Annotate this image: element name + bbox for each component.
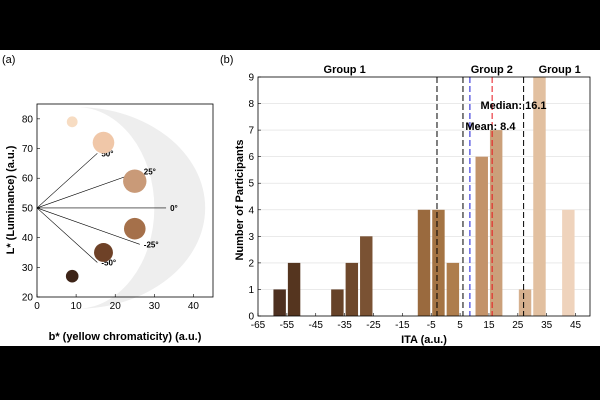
panel-a-y-label: L* (Luminance) (a.u.) [5,145,17,254]
group-labels: Group 1 Group 2 Group 1 [324,64,581,76]
panel-a: (a) 50° 25° 0° -25° -50° 0 10 20 30 40 20 30 40 50 60… [2,54,214,343]
skin-tone-point-0 [66,116,78,128]
angle-label-2: 0° [170,204,178,213]
angle-label-1: 25° [144,168,156,177]
panel-b-y-tick-4: 4 [248,205,254,216]
panel-b-y-tick-9: 9 [248,73,254,84]
panel-b-x-tick-11: 45 [570,320,582,331]
panel-b-label: (b) [220,54,233,66]
histogram-bar-1 [287,262,301,316]
skin-tone-point-5 [65,269,79,283]
panel-a-x-tick-1: 10 [71,301,83,312]
group-label-2: Group 1 [539,64,581,76]
histogram-bar-9 [489,130,503,316]
panel-a-y-tick-0: 20 [22,293,34,304]
skin-tone-points [65,116,147,283]
angle-line-4 [36,207,98,263]
histogram-bar-8 [475,156,488,316]
histogram-bar-2 [331,289,344,316]
panel-b-x-tick-4: -25 [366,320,381,331]
group-dividers [436,77,525,316]
panel-a-axes-box [36,103,214,298]
panel-b: (b) Median: 16.1 Mean: 8.4 Group 1 Group … [220,54,591,346]
histogram-bar-0 [273,289,286,316]
histogram-bar-3 [345,262,359,316]
histogram-bar-6 [432,209,445,316]
angle-line-0 [36,153,98,209]
mean-label: Mean: 8.4 [465,121,516,133]
panel-b-x-tick-5: -15 [395,320,410,331]
skin-tone-point-1 [92,131,115,154]
histogram-bar-12 [562,209,575,316]
panel-b-x-tick-1: -55 [280,320,295,331]
histogram-bar-11 [533,77,546,316]
histogram-bar-10 [518,289,532,316]
panel-b-x-tick-3: -35 [337,320,352,331]
panel-b-x-label: ITA (a.u.) [401,334,447,346]
panel-b-x-tick-2: -45 [309,320,324,331]
angle-label-0: 50° [101,149,113,158]
angle-label-3: -25° [144,240,159,249]
panel-a-x-tick-3: 30 [149,301,161,312]
panel-b-y-tick-1: 1 [248,285,254,296]
histogram-bar-4 [360,236,373,316]
group-label-1: Group 2 [471,64,513,76]
panel-a-y-tick-2: 40 [22,233,34,244]
group-label-0: Group 1 [324,64,366,76]
panel-a-x-label: b* (yellow chromaticity) (a.u.) [49,331,202,343]
panel-a-y-tick-6: 80 [22,114,34,125]
panel-b-x-tick-8: 15 [483,320,495,331]
angle-label-4: -50° [101,259,116,268]
panel-b-y-tick-8: 8 [248,99,254,110]
panel-b-y-tick-3: 3 [248,232,254,243]
panel-b-x-tick-0: -65 [251,320,266,331]
median-label: Median: 16.1 [480,100,546,112]
panel-a-y-tick-5: 70 [22,144,34,155]
figure-panel: (a) 50° 25° 0° -25° -50° 0 10 20 30 40 20 30 40 50 60… [0,50,600,346]
skin-tone-point-3 [123,217,146,240]
skin-tone-point-4 [94,243,113,262]
panel-b-y-tick-2: 2 [248,258,254,269]
panel-a-x-tick-4: 40 [188,301,200,312]
panel-b-y-label: Number of Participants [234,139,246,260]
panel-a-x-tick-2: 20 [110,301,122,312]
panel-b-y-tick-7: 7 [248,126,254,137]
figure-svg: (a) 50°25°0°-25°-50° 0 10 20 30 402030405060… [2,54,591,346]
panel-b-axes-box [257,76,591,317]
skin-tone-point-2 [123,169,147,193]
histogram-bars [273,77,575,316]
panel-a-x-tick-0: 0 [34,301,40,312]
panel-b-y-tick-0: 0 [248,312,254,323]
panel-a-ticks: 0 10 20 30 40 20 30 40 50 60 70 80 [22,114,200,312]
angle-line-3 [36,207,140,245]
panel-b-x-tick-6: -5 [427,320,436,331]
crescent-region [76,106,206,309]
panel-b-x-tick-10: 35 [541,320,553,331]
panel-a-y-tick-4: 60 [22,174,34,185]
angle-lines: 50° 25° 0° -25° -50° [36,149,178,268]
panel-a-label: (a) [2,54,15,66]
panel-b-x-tick-7: 5 [457,320,463,331]
histogram-bar-5 [417,209,431,316]
histogram-bar-7 [446,262,460,316]
panel-a-y-tick-3: 50 [22,203,34,214]
panel-b-y-tick-5: 5 [248,179,254,190]
panel-b-y-tick-6: 6 [248,152,254,163]
panel-b-x-tick-9: 25 [512,320,524,331]
angle-line-1 [36,171,140,209]
panel-a-y-tick-1: 30 [22,263,34,274]
